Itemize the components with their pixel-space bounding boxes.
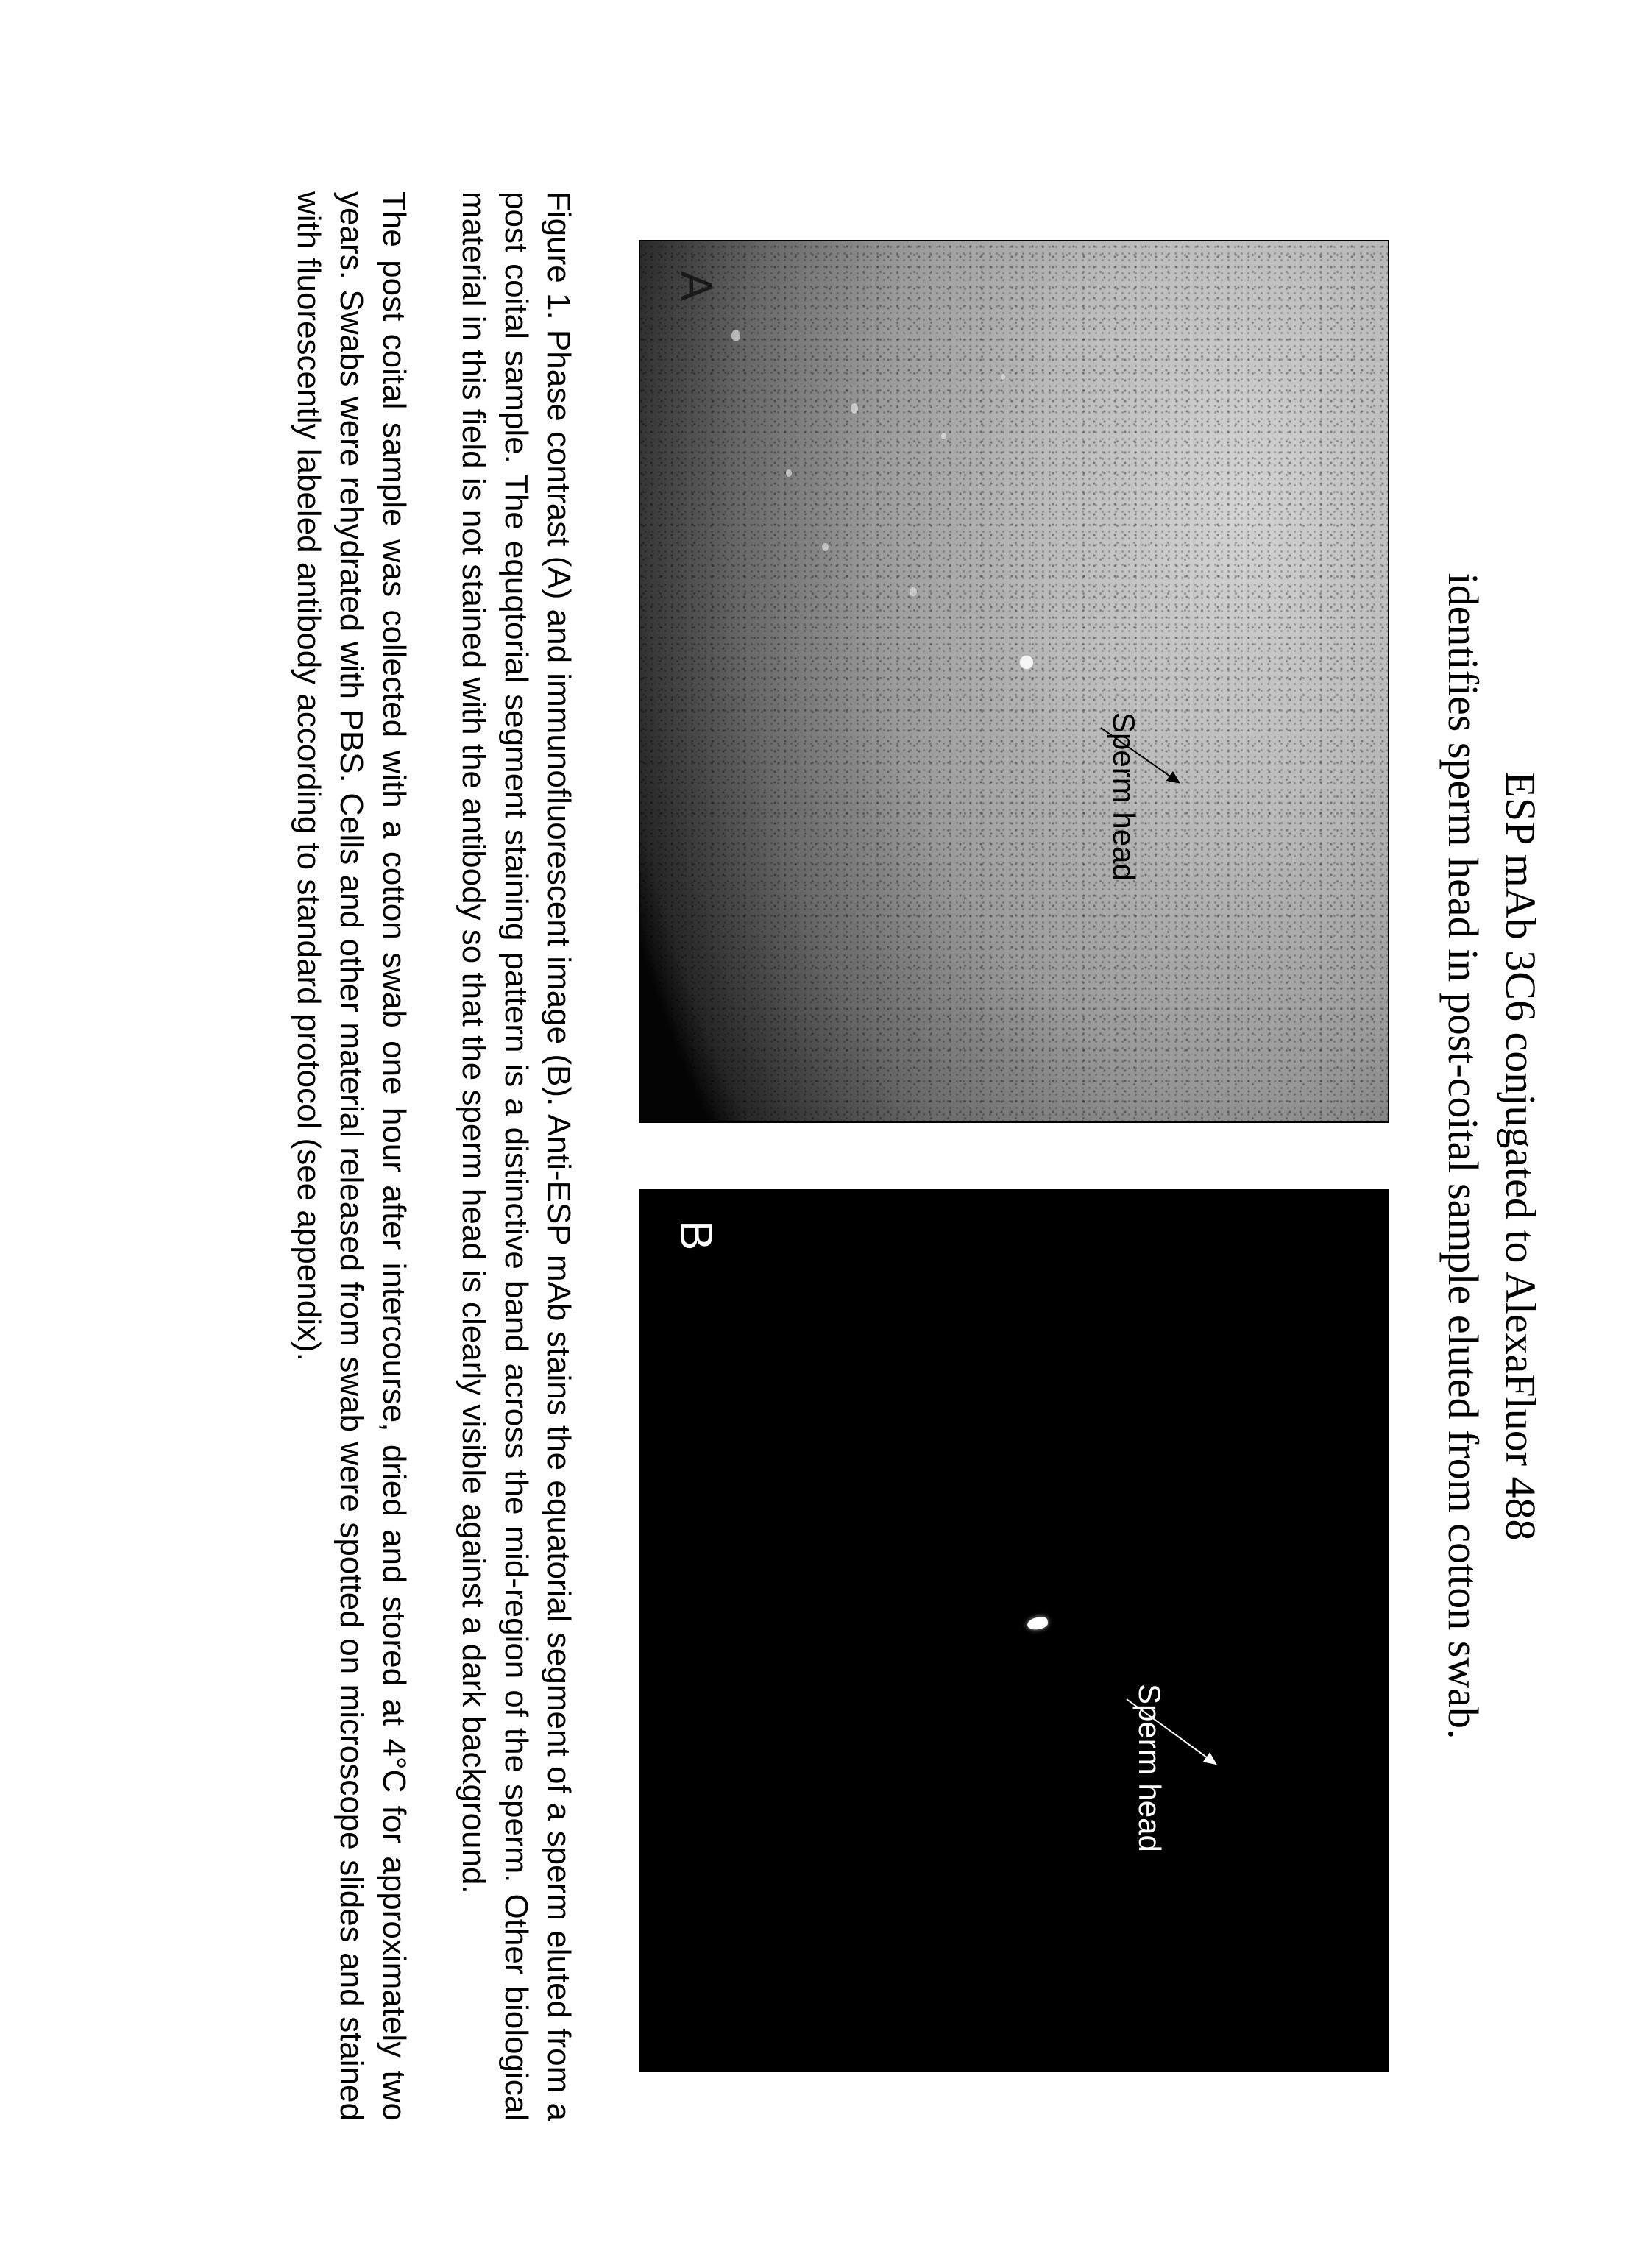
panel-b-background: [640, 1191, 1388, 2071]
title-line-1: ESP mAb 3C6 conjugated to AlexaFluor 488: [1492, 191, 1549, 2121]
panel-a-grain: [640, 241, 1388, 1121]
figure-title: ESP mAb 3C6 conjugated to AlexaFluor 488…: [1433, 191, 1549, 2121]
sperm-head-label-a: Sperm head: [1106, 712, 1141, 881]
panel-letter-a: A: [670, 271, 722, 301]
panel-a-phase-contrast: Sperm head A: [639, 240, 1389, 1123]
figure-caption-1: Figure 1. Phase contrast (A) and immunof…: [452, 191, 580, 2121]
panel-b-immunofluorescent: Sperm head B: [639, 1189, 1389, 2072]
panel-letter-b: B: [670, 1220, 722, 1250]
sperm-head-label-b: Sperm head: [1132, 1684, 1167, 1852]
title-line-2: identifies sperm head in post-coital sam…: [1433, 191, 1491, 2121]
figure-panels: Sperm head A Sperm head B: [639, 191, 1389, 2121]
figure-caption-2: The post coital sample was collected wit…: [287, 191, 415, 2121]
